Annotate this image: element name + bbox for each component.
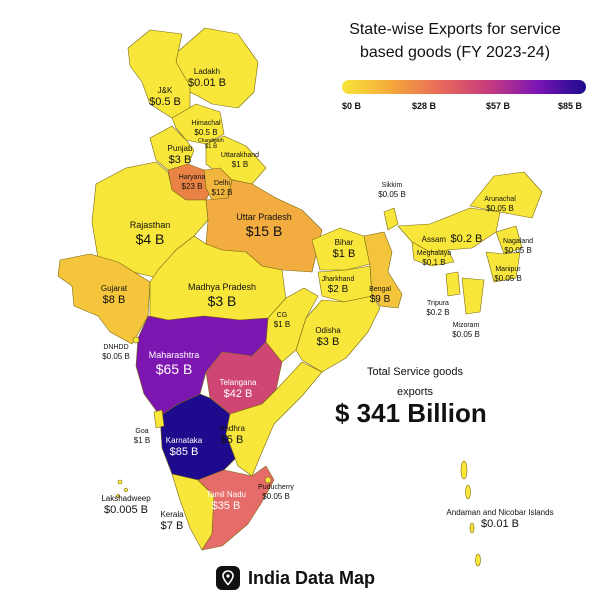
- label-manipur: Manipur $0.05 B: [494, 266, 522, 284]
- region-andaman: [460, 460, 481, 567]
- label-andaman: Andaman and Nicobar Islands $0.01 B: [446, 508, 554, 530]
- region-goa: [153, 409, 165, 429]
- label-puducherry: Puducherry $0.05 B: [258, 484, 294, 502]
- label-lakshadweep: Lakshadweep $0.005 B: [101, 494, 151, 516]
- region-dnhdd: [132, 336, 140, 344]
- label-bihar: Bihar $1 B: [332, 238, 356, 260]
- color-scale-bar: [342, 80, 586, 94]
- label-delhi: Delhi $12 B: [211, 180, 233, 198]
- label-maharashtra: Maharashtra $65 B: [148, 350, 200, 377]
- label-rajasthan: Rajasthan $4 B: [129, 220, 171, 247]
- label-jharkhand: Jharkhand $2 B: [321, 276, 355, 296]
- label-odisha: Odisha $3 B: [315, 326, 341, 348]
- label-uttarakhand: Uttarakhand $1 B: [220, 152, 260, 170]
- label-karnataka: Karnataka $85 B: [165, 436, 203, 458]
- region-odisha: [295, 295, 381, 373]
- label-bengal: Bengal $9 B: [369, 286, 391, 306]
- region-andhra: [225, 361, 323, 477]
- label-chandigarh: Chandigarh $1 B: [198, 138, 224, 150]
- label-tripura: Tripura $0.2 B: [426, 300, 450, 318]
- region-bengal: [363, 231, 403, 309]
- label-telangana: Telangana $42 B: [219, 378, 257, 400]
- label-tamil-nadu: Tamil Nadu $35 B: [205, 490, 247, 512]
- region-puducherry: [264, 476, 272, 484]
- label-ladakh: Ladakh $0.01 B: [188, 67, 226, 89]
- region-mizoram: [461, 277, 485, 315]
- label-goa: Goa $1 B: [133, 428, 151, 446]
- scale-tick-85: $85 B: [558, 101, 583, 111]
- total-label: Total Service goods exports: [367, 366, 463, 398]
- brand-name: India Data Map: [248, 567, 376, 588]
- region-arunachal: [469, 171, 543, 219]
- region-sikkim: [383, 207, 399, 231]
- location-pin-icon: [216, 566, 240, 590]
- scale-tick-28: $28 B: [412, 101, 437, 111]
- label-arunachal: Arunachal $0.05 B: [484, 196, 516, 214]
- label-jk: J&K $0.5 B: [149, 86, 181, 108]
- region-gujarat: [57, 253, 151, 345]
- region-himachal: [171, 103, 225, 145]
- label-sikkim: Sikkim $0.05 B: [378, 182, 406, 200]
- label-kerala: Kerala $7 B: [160, 510, 184, 532]
- label-uttar-pradesh: Uttar Pradesh $15 B: [236, 212, 292, 239]
- label-meghalaya: Meghalaya $0.1 B: [416, 250, 452, 268]
- label-assam: Assam $0.2 B: [421, 233, 483, 245]
- region-meghalaya: [411, 241, 455, 267]
- label-haryana: Haryana $23 B: [178, 174, 206, 192]
- scale-tick-0: $0 B: [342, 101, 362, 111]
- brand: India Data Map: [216, 566, 375, 590]
- scale-tick-57: $57 B: [486, 101, 511, 111]
- label-himachal: Himachal $0.5 B: [191, 120, 221, 138]
- label-dnhdd: DNHDD $0.05 B: [102, 344, 130, 362]
- region-lakshadweep: [116, 479, 128, 498]
- total-value: $ 341 Billion: [335, 398, 487, 428]
- label-mizoram: Mizoram $0.05 B: [452, 322, 480, 340]
- label-andhra: Andhra $5 B: [219, 424, 245, 446]
- label-punjab: Punjab $3 B: [167, 144, 193, 166]
- region-tamil-nadu: [197, 465, 275, 551]
- region-punjab: [149, 125, 195, 171]
- label-gujarat: Gujarat $8 B: [100, 284, 128, 306]
- label-madhya-pradesh: Madhya Pradesh $3 B: [187, 282, 257, 309]
- region-manipur: [485, 251, 521, 283]
- label-nagaland: Nagaland $0.05 B: [503, 238, 533, 256]
- map-title: State-wise Exports for service based goo…: [349, 21, 561, 61]
- region-nagaland: [495, 225, 523, 255]
- label-chhattisgarh: CG $1 B: [273, 312, 291, 330]
- region-tripura: [445, 271, 461, 297]
